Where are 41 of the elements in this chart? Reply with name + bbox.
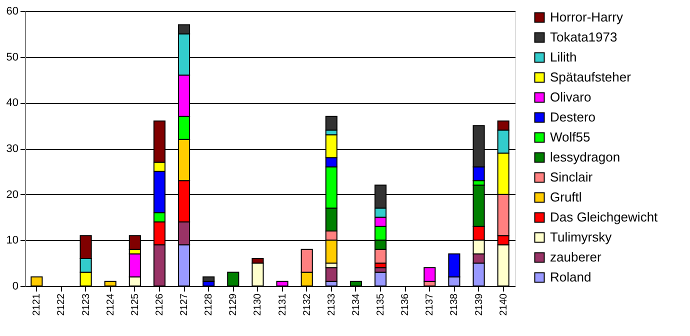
x-tick-label: 2128 bbox=[204, 293, 215, 316]
x-tick-label: 2122 bbox=[56, 293, 68, 316]
legend-label: Destero bbox=[550, 110, 596, 124]
y-tick-label: 20 bbox=[6, 188, 18, 201]
legend-label: Roland bbox=[550, 270, 592, 284]
legend-label: Tokata1973 bbox=[550, 30, 618, 44]
legend-label: Lilith bbox=[550, 50, 577, 64]
y-tick-label: 0 bbox=[12, 280, 18, 292]
legend-label: Sinclair bbox=[550, 170, 594, 184]
y-tick-label: 50 bbox=[6, 51, 18, 64]
x-tick-label: 2134 bbox=[350, 293, 362, 316]
legend-label: Horror-Harry bbox=[550, 10, 624, 24]
x-tick-label: 2127 bbox=[179, 293, 190, 316]
y-tick-label: 30 bbox=[6, 143, 18, 155]
y-tick-label: 40 bbox=[6, 97, 18, 110]
x-tick-label: 2129 bbox=[228, 293, 240, 316]
y-tick-label: 10 bbox=[6, 234, 18, 247]
x-tick-label: 2130 bbox=[252, 293, 264, 316]
legend-label: zauberer bbox=[550, 250, 602, 264]
x-tick-label: 2135 bbox=[376, 293, 387, 316]
x-tick-label: 2133 bbox=[326, 293, 338, 316]
x-tick-label: 2132 bbox=[302, 293, 313, 316]
x-tick-label: 2121 bbox=[32, 293, 43, 316]
x-tick-label: 2131 bbox=[277, 293, 288, 316]
legend-label: Spätaufsteher bbox=[550, 70, 632, 84]
legend-label: Olivaro bbox=[550, 90, 592, 104]
legend-label: Wolf55 bbox=[550, 130, 590, 144]
x-tick-label: 2124 bbox=[105, 293, 116, 316]
x-tick-label: 2140 bbox=[498, 293, 510, 316]
legend-label: Tulimyrsky bbox=[550, 230, 612, 244]
x-tick-label: 2126 bbox=[154, 293, 166, 316]
x-tick-label: 2136 bbox=[400, 293, 412, 316]
legend-label: lessydragon bbox=[550, 150, 620, 164]
x-tick-label: 2125 bbox=[130, 293, 141, 316]
legend-label: Gruftl bbox=[550, 190, 582, 204]
legend-label: Das Gleichgewicht bbox=[550, 210, 658, 224]
x-tick-label: 2139 bbox=[474, 293, 485, 316]
x-tick-label: 2137 bbox=[424, 293, 436, 316]
x-tick-label: 2138 bbox=[449, 293, 460, 316]
y-tick-label: 60 bbox=[6, 6, 18, 18]
x-tick-label: 2123 bbox=[80, 293, 92, 316]
